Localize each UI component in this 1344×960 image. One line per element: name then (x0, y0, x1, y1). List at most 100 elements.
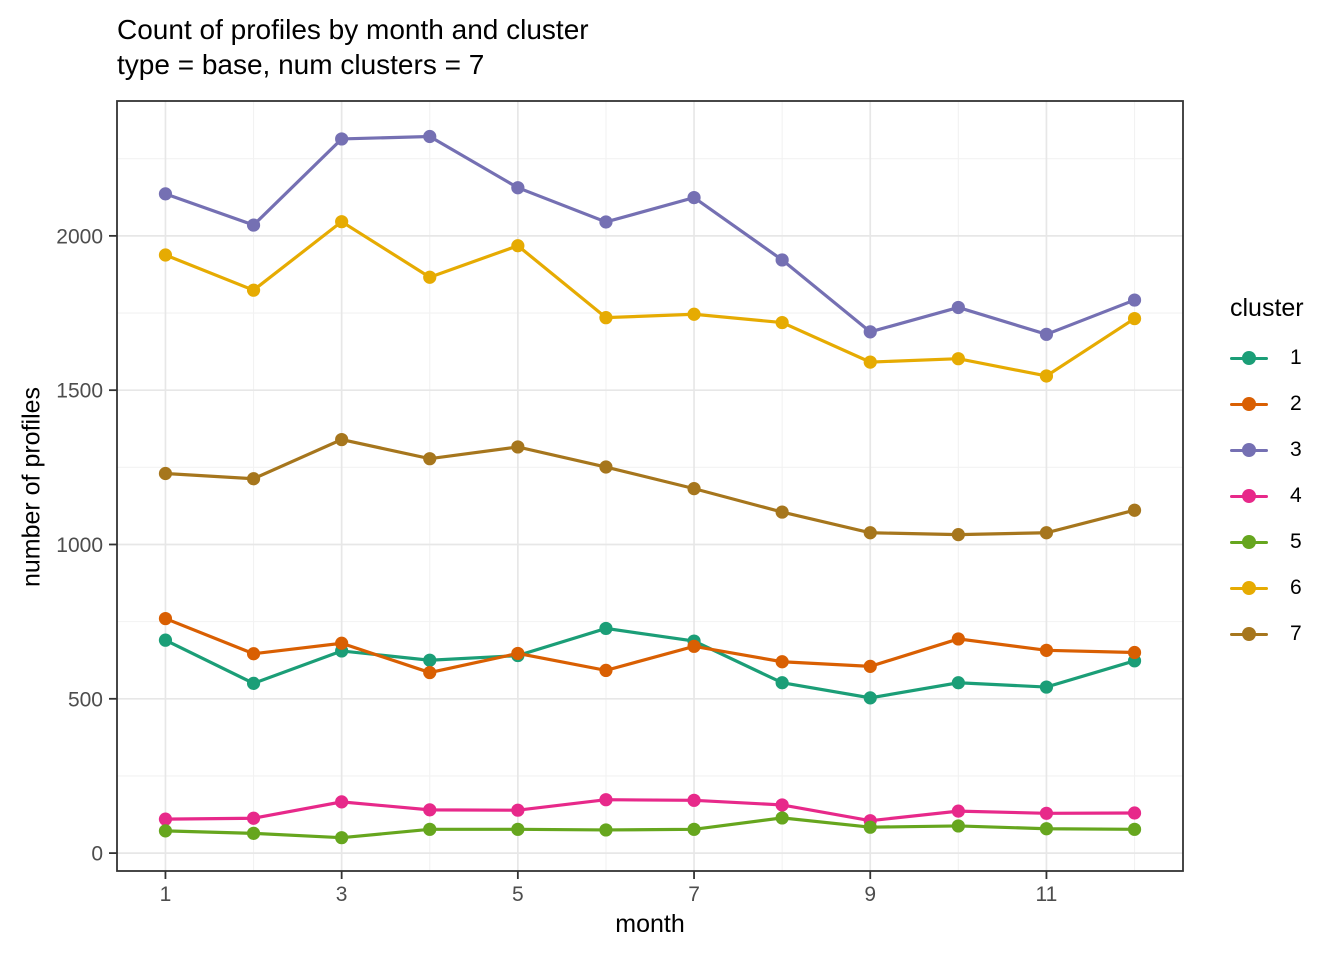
legend-item-cluster-7: 7 (1230, 611, 1340, 657)
data-point-cluster-7-month-3 (335, 432, 349, 447)
data-point-cluster-7-month-2 (246, 472, 261, 486)
data-point-cluster-3-month-1 (158, 187, 173, 201)
series-line-cluster-2 (164, 617, 1135, 675)
data-point-cluster-2-month-4 (423, 665, 437, 680)
legend-item-label: 2 (1290, 392, 1302, 415)
data-point-cluster-7-month-7 (687, 482, 701, 496)
data-point-cluster-3-month-6 (599, 215, 613, 229)
legend-item-label: 4 (1290, 484, 1302, 507)
data-point-cluster-1-month-6 (599, 621, 613, 636)
data-point-cluster-6-month-9 (863, 355, 877, 369)
series-line-cluster-5 (165, 816, 1135, 840)
x-tick-label: 5 (512, 883, 524, 906)
data-point-cluster-7-month-1 (158, 466, 173, 481)
data-point-cluster-6-month-1 (158, 248, 173, 262)
data-point-cluster-5-month-4 (423, 822, 437, 836)
series-line-cluster-1 (164, 626, 1136, 700)
data-point-cluster-5-month-7 (687, 822, 701, 836)
data-point-cluster-2-month-1 (158, 611, 173, 626)
y-tick-label: 1000 (56, 534, 103, 557)
data-point-cluster-3-month-12 (1127, 293, 1142, 307)
x-axis-title: month (615, 910, 685, 938)
data-point-cluster-4-month-10 (951, 804, 965, 818)
data-point-cluster-4-month-4 (423, 803, 437, 817)
legend-item-label: 5 (1290, 530, 1302, 553)
data-point-cluster-6-month-12 (1127, 311, 1142, 326)
data-point-cluster-3-month-10 (951, 300, 965, 315)
data-point-cluster-4-month-5 (511, 803, 525, 817)
data-point-cluster-3-month-5 (511, 181, 525, 195)
y-tick-label: 0 (91, 843, 103, 866)
data-point-cluster-3-month-2 (246, 218, 261, 232)
y-axis-title: number of profiles (17, 386, 46, 588)
data-point-cluster-1-month-1 (158, 633, 173, 647)
x-tick-label: 11 (1036, 883, 1058, 906)
data-point-cluster-5-month-11 (1039, 822, 1054, 836)
legend-item-cluster-6: 6 (1230, 565, 1340, 611)
data-point-cluster-2-month-2 (246, 647, 261, 661)
data-point-cluster-4-month-8 (775, 798, 789, 812)
legend-item-label: 7 (1290, 622, 1302, 645)
series-line-cluster-7 (165, 437, 1135, 537)
data-point-cluster-6-month-7 (687, 307, 701, 321)
data-point-cluster-6-month-10 (951, 352, 965, 366)
series-line-cluster-6 (164, 219, 1136, 378)
legend-item-cluster-5: 5 (1230, 519, 1340, 565)
legend-key-icon (1230, 396, 1268, 412)
data-point-cluster-2-month-3 (335, 636, 349, 650)
data-point-cluster-5-month-8 (775, 811, 789, 825)
data-point-cluster-4-month-11 (1039, 806, 1054, 820)
data-point-cluster-5-month-1 (158, 824, 173, 838)
chart-subtitle: type = base, num clusters = 7 (117, 49, 485, 80)
data-point-cluster-3-month-11 (1039, 327, 1054, 341)
data-point-cluster-4-month-7 (687, 793, 701, 807)
legend-key-icon (1230, 442, 1268, 458)
x-tick-label: 7 (688, 883, 700, 906)
data-point-cluster-5-month-9 (863, 820, 877, 834)
data-point-cluster-6-month-2 (246, 283, 261, 297)
data-point-cluster-1-month-8 (775, 676, 789, 690)
data-point-cluster-4-month-6 (599, 793, 613, 807)
legend-item-label: 3 (1290, 438, 1302, 461)
data-point-cluster-3-month-9 (863, 325, 877, 339)
data-point-cluster-1-month-2 (246, 676, 261, 690)
data-point-cluster-2-month-9 (863, 659, 877, 673)
data-point-cluster-2-month-6 (599, 663, 613, 677)
data-point-cluster-7-month-4 (423, 452, 437, 466)
legend-title: cluster (1230, 294, 1304, 322)
data-point-cluster-7-month-12 (1127, 503, 1142, 517)
legend-key-icon (1230, 626, 1268, 642)
data-point-cluster-7-month-11 (1039, 526, 1054, 540)
data-point-cluster-2-month-8 (775, 655, 789, 669)
legend-item-cluster-2: 2 (1230, 381, 1340, 427)
title-block: Count of profiles by month and cluster t… (117, 12, 589, 82)
legend-key-icon (1230, 350, 1268, 366)
x-tick-label: 1 (160, 883, 172, 906)
data-point-cluster-2-month-11 (1039, 643, 1054, 657)
data-point-cluster-3-month-4 (423, 129, 437, 144)
data-point-cluster-6-month-5 (511, 239, 525, 253)
data-point-cluster-6-month-8 (775, 315, 789, 330)
x-tick-label: 9 (864, 883, 876, 906)
series-line-cluster-3 (164, 134, 1136, 337)
y-tick-label: 500 (68, 688, 103, 711)
legend-item-cluster-1: 1 (1230, 335, 1340, 381)
data-point-cluster-3-month-3 (335, 132, 349, 146)
legend-item-label: 6 (1290, 576, 1302, 599)
legend: cluster 1 2 3 4 5 6 7 (1222, 294, 1340, 657)
data-point-cluster-5-month-6 (599, 823, 613, 837)
data-point-cluster-6-month-6 (599, 311, 613, 325)
legend-key-icon (1230, 488, 1268, 504)
legend-item-label: 1 (1290, 346, 1302, 369)
data-point-cluster-7-month-9 (863, 526, 877, 540)
legend-item-cluster-3: 3 (1230, 427, 1340, 473)
data-point-cluster-2-month-10 (951, 632, 965, 646)
y-tick-label: 1500 (56, 380, 103, 403)
legend-key-icon (1230, 580, 1268, 596)
data-point-cluster-5-month-12 (1127, 822, 1142, 836)
data-point-cluster-7-month-5 (511, 440, 525, 454)
legend-key-icon (1230, 534, 1268, 550)
data-point-cluster-2-month-5 (511, 646, 525, 661)
